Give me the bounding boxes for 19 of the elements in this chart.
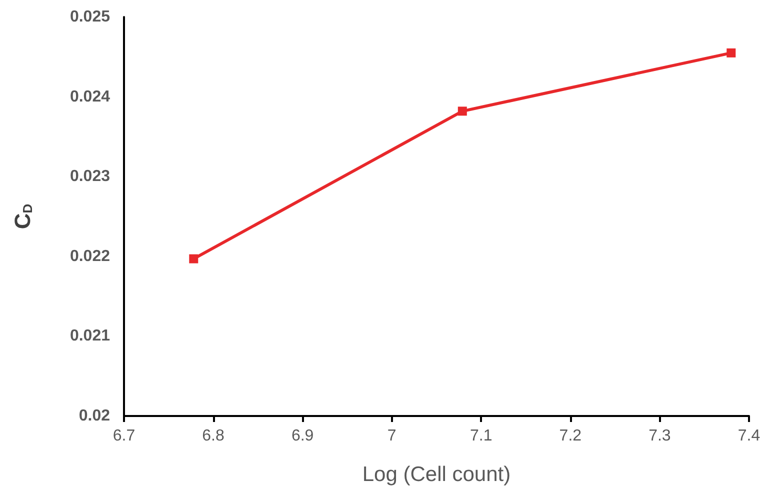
point bbox=[458, 106, 467, 116]
x-tick-label: 7.2 bbox=[559, 428, 582, 444]
y-tick-label: 0.021 bbox=[70, 328, 110, 345]
x-tick-label: 6.7 bbox=[112, 428, 136, 444]
y-tick-label: 0.023 bbox=[70, 168, 110, 186]
y-tick-label: 0.025 bbox=[70, 8, 110, 26]
y-axis-title: CD bbox=[10, 204, 35, 230]
y-tick-label: 0.024 bbox=[70, 88, 110, 106]
point bbox=[726, 48, 736, 58]
y-tick-label: 0.022 bbox=[70, 248, 110, 265]
x-tick-label: 7 bbox=[387, 428, 396, 444]
x-tick-label: 7.4 bbox=[738, 428, 760, 444]
y-tick-label: 0.02 bbox=[78, 408, 110, 424]
x-tick-label: 7.3 bbox=[648, 428, 671, 444]
point bbox=[189, 254, 198, 264]
x-tick-label: 6.9 bbox=[291, 428, 314, 444]
x-tick-label: 7.1 bbox=[470, 428, 492, 444]
x-tick-label: 6.8 bbox=[202, 428, 225, 444]
x-axis-title: Log (Cell count) bbox=[362, 463, 511, 486]
